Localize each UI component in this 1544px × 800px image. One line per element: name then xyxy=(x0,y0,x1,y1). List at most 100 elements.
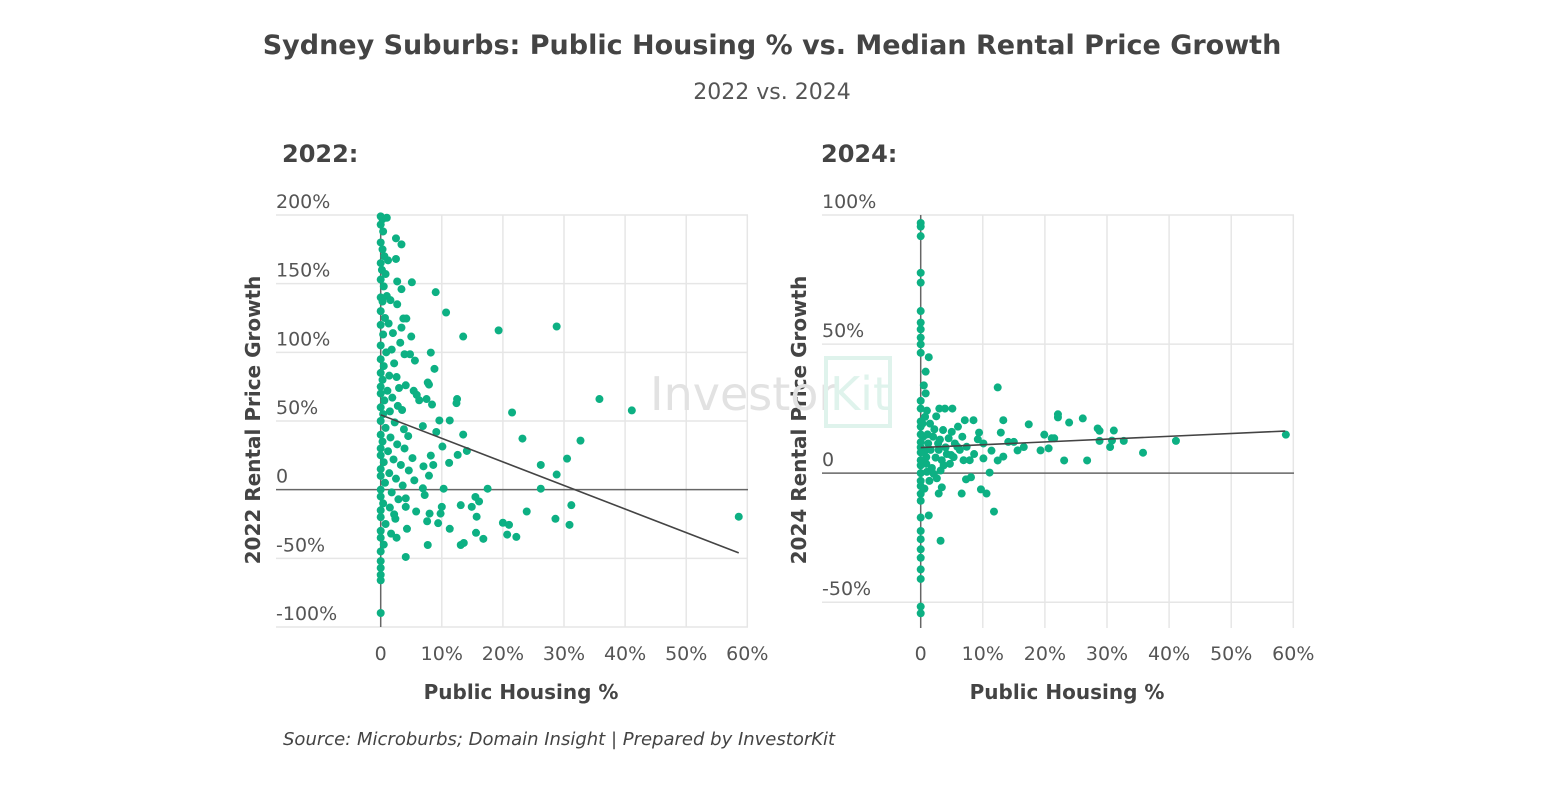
data-point xyxy=(916,602,925,611)
data-point xyxy=(439,484,448,493)
data-point xyxy=(397,323,406,332)
data-point xyxy=(505,520,514,529)
data-point xyxy=(494,326,503,335)
data-point xyxy=(376,220,385,229)
data-point xyxy=(1004,437,1013,446)
y-axis-label: 2024 Rental Price Growth xyxy=(787,276,811,565)
data-point xyxy=(376,533,385,542)
data-point xyxy=(939,461,948,470)
data-point xyxy=(916,430,925,439)
data-point xyxy=(999,452,1008,461)
data-point xyxy=(595,395,604,404)
data-point xyxy=(916,417,925,426)
data-point xyxy=(379,362,388,371)
data-point xyxy=(376,471,385,480)
data-point xyxy=(970,450,979,459)
data-point xyxy=(376,557,385,566)
data-point xyxy=(1024,420,1033,429)
data-point xyxy=(379,330,388,339)
data-point xyxy=(379,227,388,236)
data-point xyxy=(442,308,451,317)
data-point xyxy=(1281,430,1290,439)
data-point xyxy=(384,256,393,265)
data-point xyxy=(398,406,407,415)
x-tick-label: 50% xyxy=(1210,643,1252,665)
data-point xyxy=(926,419,935,428)
data-point xyxy=(379,458,388,467)
data-point xyxy=(947,427,956,436)
data-point xyxy=(381,520,390,528)
data-point xyxy=(982,489,991,498)
data-point xyxy=(376,506,385,515)
data-point xyxy=(923,430,932,439)
data-point xyxy=(398,481,407,490)
data-point xyxy=(993,383,1002,392)
data-point xyxy=(993,456,1002,465)
data-point xyxy=(1065,418,1074,427)
data-point xyxy=(916,404,925,413)
data-point xyxy=(428,400,437,409)
data-point xyxy=(376,444,385,453)
y-tick-label: 100% xyxy=(822,191,876,213)
data-point xyxy=(387,488,396,497)
panel-2024: 0 10% 20% 30% 40% 50% 60% 100% 50% 0 -50% Public Ho… xyxy=(787,191,1314,704)
data-point xyxy=(401,502,410,511)
panel-2022: 0 10% 20% 30% 40% 50% 60% 200% 150% 100% 50% 0 -50% -… xyxy=(241,191,768,704)
data-point xyxy=(934,445,943,454)
data-point xyxy=(445,524,454,533)
data-point xyxy=(916,278,925,287)
data-point xyxy=(979,439,988,448)
data-point xyxy=(552,322,561,331)
data-point xyxy=(404,432,413,441)
data-point xyxy=(916,396,925,405)
data-point xyxy=(379,540,388,549)
x-axis-label: Public Housing % xyxy=(424,680,619,704)
data-point xyxy=(1013,446,1022,455)
x-tick-label: 60% xyxy=(726,643,768,665)
data-point xyxy=(916,553,925,562)
data-point xyxy=(378,297,387,306)
data-point xyxy=(376,570,385,579)
data-point xyxy=(947,451,956,460)
data-point xyxy=(565,520,574,529)
data-point xyxy=(551,514,560,523)
data-point xyxy=(381,270,390,279)
data-point xyxy=(919,381,928,390)
data-point xyxy=(945,459,954,468)
data-point xyxy=(380,396,389,405)
data-point xyxy=(385,371,394,380)
data-point xyxy=(392,373,401,382)
data-point xyxy=(400,444,409,453)
data-point xyxy=(406,350,415,359)
source-note: Source: Microburbs; Domain Insight | Pre… xyxy=(283,729,836,750)
data-point xyxy=(959,456,968,465)
panel-title-2024: 2024: xyxy=(821,140,898,168)
x-tick-label: 30% xyxy=(543,643,585,665)
data-point xyxy=(402,314,411,323)
data-point xyxy=(1139,448,1148,457)
data-point xyxy=(916,574,925,583)
data-point xyxy=(376,307,385,316)
data-point xyxy=(386,433,395,442)
data-point xyxy=(376,403,385,412)
data-point xyxy=(483,484,492,493)
data-point xyxy=(916,232,925,241)
data-point xyxy=(386,296,395,305)
data-point xyxy=(420,491,429,500)
data-point xyxy=(384,447,393,456)
data-point xyxy=(916,348,925,357)
data-point xyxy=(391,474,400,483)
data-point xyxy=(381,423,390,432)
x-tick-label: 10% xyxy=(421,643,463,665)
data-point xyxy=(383,386,392,395)
data-point xyxy=(415,396,424,405)
x-tick-label: 20% xyxy=(482,643,524,665)
data-point xyxy=(627,406,636,415)
trend-line xyxy=(920,430,1286,449)
data-point xyxy=(941,443,950,452)
data-point xyxy=(924,439,933,448)
data-point xyxy=(376,259,385,268)
data-point xyxy=(393,300,402,309)
data-point xyxy=(424,380,433,389)
data-point xyxy=(979,454,988,463)
